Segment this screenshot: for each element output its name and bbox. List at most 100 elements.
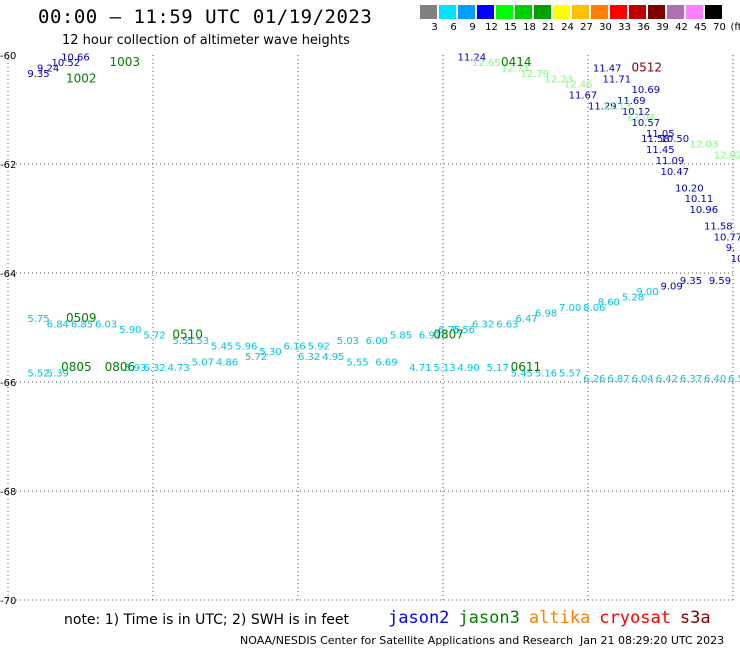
wave-height-value: 6.98 [535, 309, 557, 320]
satellite-jason2: jason2 [388, 608, 450, 628]
wave-height-value: 10.50 [661, 134, 690, 145]
legend-swatch [534, 5, 551, 19]
legend-swatch [629, 5, 646, 19]
wave-height-value: 10.47 [661, 167, 690, 178]
wave-height-value: 10.12 [622, 107, 651, 118]
wave-height-value: 5.72 [245, 352, 267, 363]
wave-height-value: 10.57 [632, 118, 661, 129]
pass-label: 0807 [433, 327, 464, 341]
legend-unit: (ft) [730, 22, 740, 33]
legend-swatch [648, 5, 665, 19]
wave-height-value: 6.42 [656, 374, 678, 385]
wave-height-value: 5.93 [124, 363, 146, 374]
wave-height-value: 6.69 [375, 358, 397, 369]
legend-swatch [439, 5, 456, 19]
wave-height-value: 4.86 [216, 358, 238, 369]
wave-height-value: 11.09 [656, 156, 685, 167]
wave-height-value: 5.92 [308, 341, 330, 352]
wave-height-value: 5.16 [535, 369, 557, 380]
wave-height-value: 5.57 [559, 369, 581, 380]
wave-height-value: 11.71 [603, 74, 632, 85]
wave-height-value: 5.45 [211, 341, 233, 352]
legend-label: 70 [713, 22, 726, 33]
wave-height-value: 5.53 [187, 336, 209, 347]
wave-height-value: 10.11 [685, 194, 714, 205]
wave-height-value: 10.52 [52, 58, 81, 69]
footer-timestamp: Jan 21 08:29:20 UTC 2023 [580, 634, 725, 647]
wave-height-value: 6.58 [728, 374, 740, 385]
legend-label: 24 [561, 22, 574, 33]
wave-height-value: 6.91 [419, 330, 441, 341]
pass-label: 0805 [61, 360, 92, 374]
page-title: 00:00 – 11:59 UTC 01/19/2023 [38, 6, 373, 28]
legend-label: 45 [694, 22, 707, 33]
wave-height-value: 11.67 [569, 91, 598, 102]
wave-height-value: 10 [731, 254, 740, 265]
legend-swatch [477, 5, 494, 19]
lat-tick-label: -62 [0, 160, 16, 171]
wave-height-value: 5.90 [119, 325, 141, 336]
wave-height-value: 9.35 [680, 276, 702, 287]
footer-credit: NOAA/NESDIS Center for Satellite Applica… [240, 634, 574, 647]
wave-height-value: 11.58 [641, 134, 670, 145]
wave-height-value: 5.96 [235, 341, 257, 352]
pass-label: 0414 [501, 55, 532, 69]
legend-swatch [553, 5, 570, 19]
wave-height-value: 9.24 [37, 63, 59, 74]
lat-tick-label: -64 [0, 269, 16, 280]
wave-height-value: 12.13 [603, 102, 632, 113]
satellite-key: jason2 jason3 altika cryosat s3a [388, 608, 720, 628]
legend-swatch [610, 5, 627, 19]
wave-height-value: 5.52 [27, 369, 49, 380]
wave-height-value: 10.66 [61, 52, 90, 63]
satellite-jason3: jason3 [458, 608, 520, 628]
wave-height-value: 4.71 [409, 363, 431, 374]
wave-height-value: 8.60 [598, 298, 620, 309]
legend-label: 33 [618, 22, 631, 33]
wave-height-value: 5.07 [192, 358, 214, 369]
wave-height-value: 6.40 [704, 374, 726, 385]
legend-label: 3 [431, 22, 438, 33]
satellite-s3a: s3a [679, 608, 711, 628]
lat-tick-label: -68 [0, 487, 16, 498]
legend-swatch [667, 5, 684, 19]
wave-height-value: 6.32 [298, 352, 320, 363]
wave-height-value: 5.28 [622, 292, 644, 303]
wave-height-value: 6.37 [680, 374, 702, 385]
wave-height-value: 5.13 [433, 363, 455, 374]
wave-height-value: 5.45 [511, 369, 533, 380]
wave-height-value: 6.75 [438, 325, 460, 336]
satellite-cryosat: cryosat [599, 608, 671, 628]
wave-height-value: 6.87 [607, 374, 629, 385]
wave-height-value: 12.65 [472, 58, 501, 69]
wave-height-value: 11.29 [588, 102, 617, 113]
wave-height-value: 9.35 [27, 69, 49, 80]
wave-height-value: 5.55 [346, 358, 368, 369]
wave-height-value: 6.32 [472, 320, 494, 331]
wave-height-value: 12.04 [627, 112, 656, 123]
legend-swatch [686, 5, 703, 19]
wave-height-value: 11.69 [617, 96, 646, 107]
wave-height-value: 6.26 [583, 374, 605, 385]
wave-height-value: 9.09 [661, 281, 683, 292]
pass-label: 0611 [511, 360, 542, 374]
lat-tick-label: -66 [0, 378, 16, 389]
wave-height-value: 10.20 [675, 183, 704, 194]
wave-height-value: 11.24 [458, 52, 487, 63]
legend-label: 39 [656, 22, 669, 33]
wave-height-value: 6.04 [632, 374, 654, 385]
wave-height-value: 11.47 [593, 63, 622, 74]
wave-height-value: 5.75 [27, 314, 49, 325]
wave-height-value: 6.47 [516, 314, 538, 325]
pass-label: 1002 [66, 71, 97, 85]
pass-label: 1003 [110, 55, 141, 69]
wave-height-value: 10.69 [632, 85, 661, 96]
lat-tick-label: -70 [0, 596, 16, 605]
wave-height-value: 7.00 [559, 303, 581, 314]
wave-height-value: 4.95 [322, 352, 344, 363]
legend-swatch [572, 5, 589, 19]
pass-label: 0509 [66, 311, 97, 325]
page-subtitle: 12 hour collection of altimeter wave hei… [62, 33, 350, 48]
wave-height-value: 5.03 [337, 336, 359, 347]
wave-height-value: 6.03 [95, 320, 117, 331]
